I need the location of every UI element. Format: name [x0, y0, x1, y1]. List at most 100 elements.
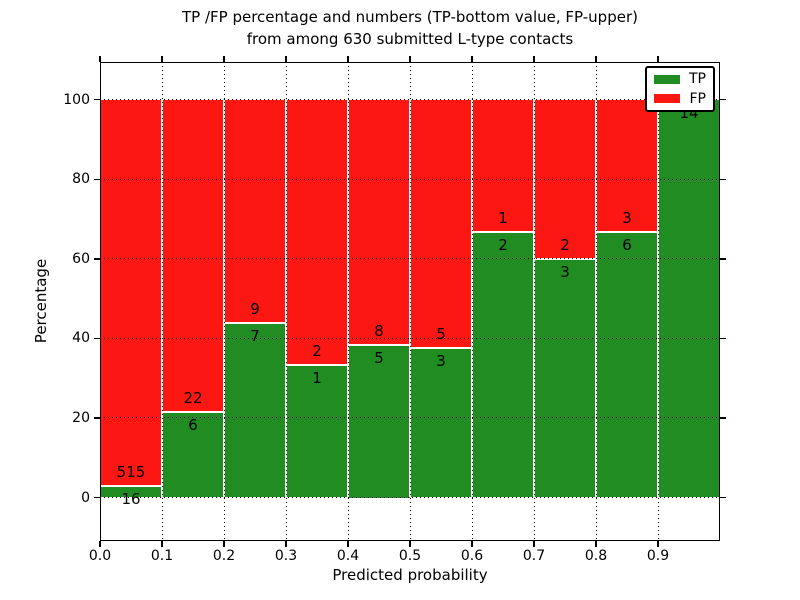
bar-tp-0.4-0.5	[348, 344, 410, 498]
tp-count-label-0.8-0.9: 6	[622, 236, 632, 255]
xtick-0.1	[161, 541, 163, 547]
bar-fp-0.1-0.2	[162, 99, 224, 413]
gridline-x-0.3	[285, 62, 287, 541]
xtick-label-0.8: 0.8	[584, 548, 608, 564]
bar-tp-0.7-0.8	[534, 258, 596, 498]
ytick-label-20: 20	[72, 409, 90, 426]
bar-sep-0.8-0.9	[596, 231, 658, 234]
xtick-top-0.3	[285, 56, 287, 62]
fp-count-label-0.0-0.1: 515	[116, 462, 146, 481]
bar-tp-0.8-0.9	[596, 232, 658, 498]
fp-count-label-0.4-0.5: 8	[374, 321, 384, 340]
chart-title: TP /FP percentage and numbers (TP-bottom…	[100, 6, 720, 50]
gridline-x-0.4	[347, 62, 349, 541]
bar-fp-0.4-0.5	[348, 99, 410, 345]
ytick-right-80	[720, 178, 726, 180]
gridline-x-0.2	[223, 62, 225, 541]
tp-count-label-0.6-0.7: 2	[498, 236, 508, 255]
fp-count-label-0.5-0.6: 5	[436, 325, 446, 344]
xtick-top-0.4	[347, 56, 349, 62]
ytick-0	[94, 496, 100, 499]
xtick-label-0.1: 0.1	[150, 548, 174, 564]
xtick-top-0.7	[533, 56, 535, 62]
gridline-x-0.9	[657, 62, 659, 541]
xtick-top-0.2	[223, 56, 225, 62]
xtick-0.5	[409, 541, 411, 547]
bar-tp-0.0-0.1	[100, 485, 162, 498]
chart-title-line2: from among 630 submitted L-type contacts	[246, 30, 574, 48]
xtick-top-0.0	[99, 56, 101, 62]
bar-edge	[100, 99, 101, 498]
xtick-top-0.1	[161, 56, 163, 62]
ytick-label-0: 0	[81, 489, 90, 506]
tp-count-label-0.3-0.4: 1	[312, 368, 322, 387]
bar-tp-0.3-0.4	[286, 364, 348, 498]
fp-swatch-icon	[654, 94, 680, 104]
fp-count-label-0.7-0.8: 2	[560, 235, 570, 254]
xtick-0.8	[595, 541, 597, 547]
ytick-label-100: 100	[63, 91, 90, 108]
xtick-0.9	[657, 541, 659, 547]
tp-count-label-0.0-0.1: 16	[121, 489, 141, 508]
xtick-top-0.8	[595, 56, 597, 62]
xtick-label-0.3: 0.3	[274, 548, 298, 564]
bar-sep-0.3-0.4	[286, 363, 348, 366]
xtick-0.4	[347, 541, 349, 547]
fp-count-label-0.3-0.4: 2	[312, 341, 322, 360]
xtick-label-0.5: 0.5	[398, 548, 422, 564]
bar-fp-0.2-0.3	[224, 99, 286, 324]
chart-title-line1: TP /FP percentage and numbers (TP-bottom…	[182, 8, 638, 26]
xtick-label-0.0: 0.0	[88, 548, 112, 564]
tp-count-label-0.1-0.2: 6	[188, 416, 198, 435]
bar-tp-0.2-0.3	[224, 323, 286, 498]
ytick-60	[94, 258, 100, 260]
bar-tp-0.1-0.2	[162, 412, 224, 498]
ytick-right-20	[720, 417, 726, 419]
xtick-0.0	[99, 541, 101, 547]
bar-sep-0.6-0.7	[472, 231, 534, 234]
legend-label-fp: FP	[689, 90, 707, 107]
ytick-20	[94, 417, 100, 419]
legend-entry-fp: FP	[647, 91, 713, 107]
bar-tp-0.6-0.7	[472, 232, 534, 498]
fp-count-label-0.8-0.9: 3	[622, 209, 632, 228]
xtick-0.3	[285, 541, 287, 547]
fp-count-label-0.2-0.3: 9	[250, 300, 260, 319]
bar-edge	[719, 99, 720, 498]
ytick-right-40	[720, 337, 726, 340]
bar-tp-0.5-0.6	[410, 348, 472, 498]
ytick-label-80: 80	[72, 171, 90, 188]
xtick-top-0.9	[657, 56, 659, 62]
xtick-0.6	[471, 541, 473, 547]
fp-count-label-0.1-0.2: 22	[183, 389, 203, 408]
tp-count-label-0.5-0.6: 3	[436, 352, 446, 371]
x-axis-label: Predicted probability	[332, 566, 488, 584]
bar-fp-0.5-0.6	[410, 99, 472, 349]
ytick-right-0	[720, 496, 726, 499]
tp-count-label-0.2-0.3: 7	[250, 327, 260, 346]
ytick-label-60: 60	[72, 250, 90, 267]
xtick-0.7	[533, 541, 535, 547]
legend-entry-tp: TP	[647, 71, 713, 87]
bar-fp-0.6-0.7	[472, 99, 534, 233]
fp-count-label-0.6-0.7: 1	[498, 209, 508, 228]
gridline-x-0.5	[409, 62, 411, 541]
ytick-label-40: 40	[72, 330, 90, 347]
xtick-label-0.2: 0.2	[212, 548, 236, 564]
bar-tp-0.9-1.0	[658, 99, 720, 498]
gridline-x-0.7	[533, 62, 535, 541]
ytick-80	[94, 178, 100, 180]
ytick-40	[94, 337, 100, 340]
bar-sep-0.0-0.1	[100, 484, 162, 487]
xtick-top-0.6	[471, 56, 473, 62]
bar-sep-0.2-0.3	[224, 322, 286, 325]
ytick-right-100	[720, 98, 726, 101]
gridline-x-0.1	[161, 62, 163, 541]
legend: TP FP	[645, 66, 715, 112]
tp-swatch-icon	[654, 74, 680, 84]
bar-fp-0.0-0.1	[100, 99, 162, 486]
xtick-label-0.6: 0.6	[460, 548, 484, 564]
legend-label-tp: TP	[689, 71, 706, 88]
xtick-label-0.9: 0.9	[646, 548, 670, 564]
